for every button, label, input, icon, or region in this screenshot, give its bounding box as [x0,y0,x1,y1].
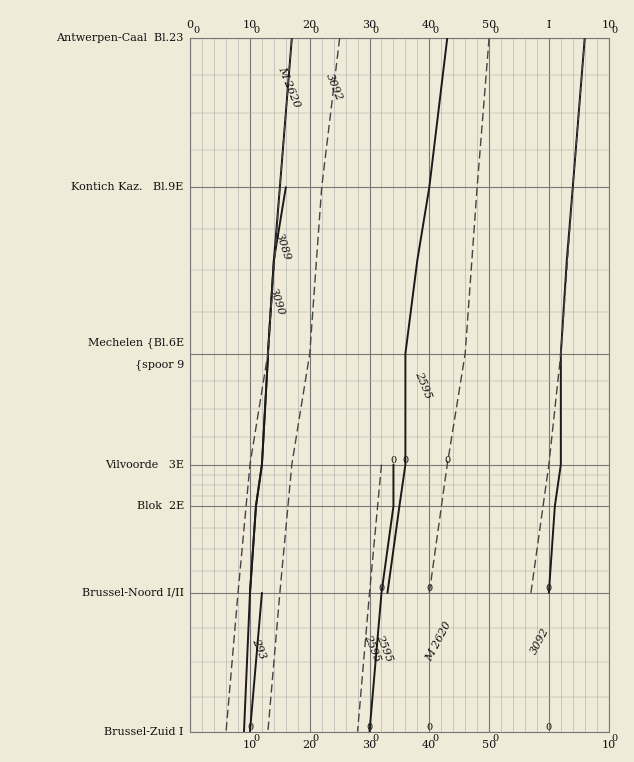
Text: 0: 0 [492,27,498,35]
Text: 0: 0 [253,735,259,743]
Text: Mechelen {Bl.6E: Mechelen {Bl.6E [87,337,184,347]
Text: 10: 10 [602,20,616,30]
Text: 20: 20 [302,740,317,750]
Text: 10: 10 [243,20,257,30]
Text: {spoor 9: {spoor 9 [107,360,184,370]
Text: M 2620: M 2620 [424,620,453,663]
Text: Antwerpen-Caal  Bl.23: Antwerpen-Caal Bl.23 [56,33,184,43]
Text: 30: 30 [363,740,377,750]
Text: 0: 0 [186,20,194,30]
Text: Kontich Kaz.   Bl.9E: Kontich Kaz. Bl.9E [72,182,184,192]
Text: 0: 0 [391,456,396,465]
Text: 0: 0 [366,722,373,732]
Text: 0: 0 [546,584,552,593]
Text: 0: 0 [432,27,438,35]
Text: 0: 0 [492,735,498,743]
Text: 2595: 2595 [375,633,394,664]
Text: 3092: 3092 [324,72,344,101]
Text: 293: 293 [250,636,268,660]
Text: 0: 0 [612,735,618,743]
Text: 0: 0 [372,27,378,35]
Text: Brussel-Zuid I: Brussel-Zuid I [105,726,184,737]
Text: 0: 0 [313,27,319,35]
Text: 0: 0 [378,584,385,593]
Text: 0: 0 [432,735,438,743]
Text: 10: 10 [243,740,257,750]
Text: 10: 10 [602,740,616,750]
Text: Brussel-Noord I/II: Brussel-Noord I/II [82,588,184,598]
Text: 0: 0 [546,722,552,732]
Text: 3089: 3089 [274,231,292,261]
Text: 30: 30 [363,20,377,30]
Text: 3090: 3090 [268,287,286,317]
Text: 2595: 2595 [363,633,382,664]
Text: 0: 0 [247,722,253,732]
Text: I: I [547,20,551,30]
Text: 2595: 2595 [413,370,433,400]
Text: 40: 40 [422,20,436,30]
Text: 40: 40 [422,740,436,750]
Text: 0: 0 [403,456,408,465]
Text: 0: 0 [426,584,432,593]
Text: 3092: 3092 [529,626,551,656]
Text: 50: 50 [482,20,496,30]
Text: 0: 0 [193,27,199,35]
Text: 0: 0 [313,735,319,743]
Text: 0: 0 [372,735,378,743]
Text: 0: 0 [612,27,618,35]
Text: 20: 20 [302,20,317,30]
Text: Blok  2E: Blok 2E [136,501,184,511]
Text: Vilvoorde   3E: Vilvoorde 3E [105,459,184,469]
Text: 0: 0 [253,27,259,35]
Text: M 2620: M 2620 [276,65,302,109]
Text: 50: 50 [482,740,496,750]
Text: 0: 0 [426,722,432,732]
Text: 0: 0 [444,456,450,465]
